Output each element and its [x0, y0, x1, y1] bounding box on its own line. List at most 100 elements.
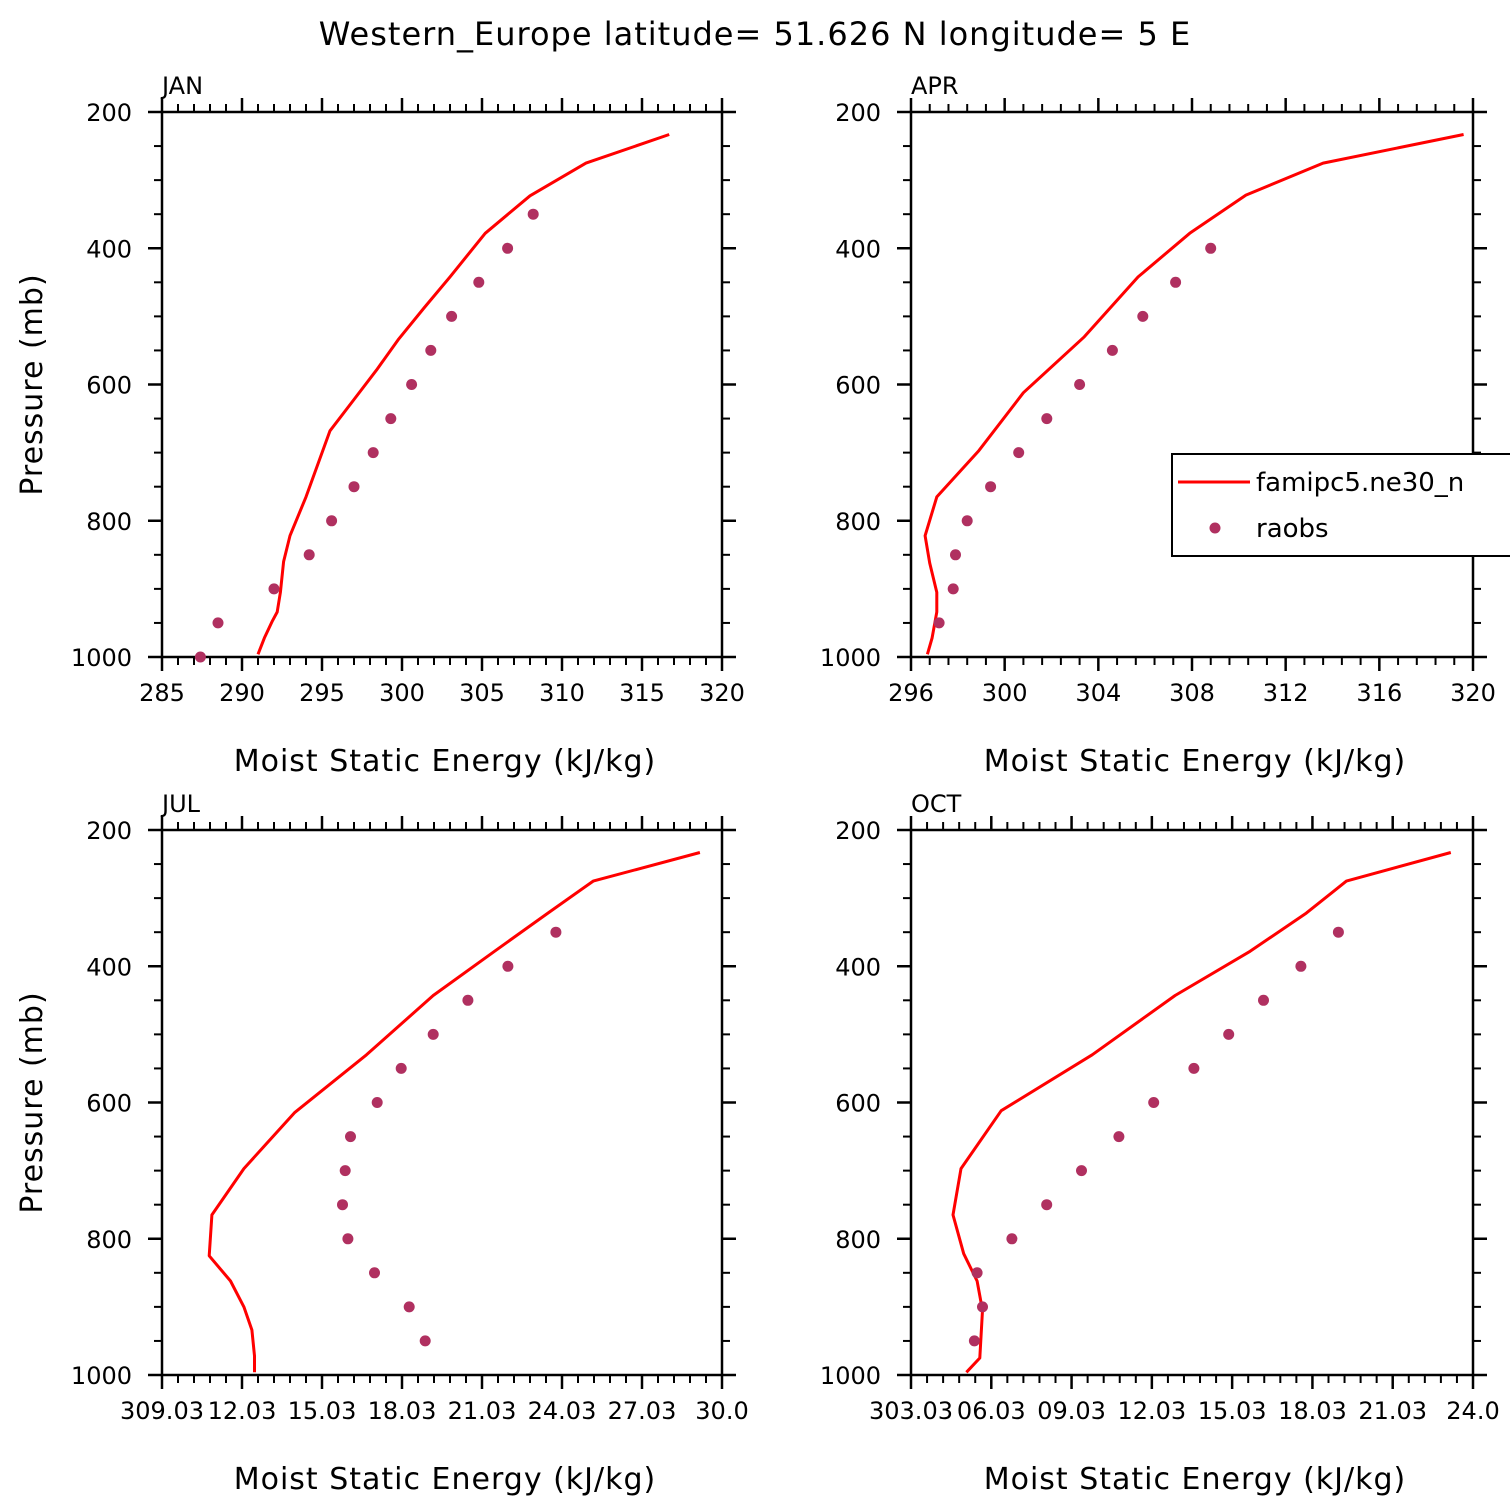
obs-point [268, 583, 280, 595]
x-tick-label: 305 [459, 679, 505, 707]
obs-point [419, 1335, 431, 1347]
obs-point [1223, 1028, 1235, 1040]
x-tick-label: 15.03 [1198, 1397, 1267, 1425]
y-tick-label: 800 [835, 1226, 881, 1254]
x-axis-title: Moist Static Energy (kJ/kg) [984, 1462, 1407, 1497]
x-tick-label: 312 [1263, 679, 1309, 707]
obs-point [1106, 344, 1118, 356]
y-tick-label: 200 [835, 817, 881, 845]
obs-point [1041, 1199, 1053, 1211]
x-tick-label: 285 [139, 679, 185, 707]
x-tick-label: 09.03 [1037, 1397, 1106, 1425]
obs-point [425, 344, 437, 356]
obs-point [1074, 379, 1086, 390]
series-line-model [923, 133, 1464, 655]
x-tick-label: 310 [539, 679, 585, 707]
legend-marker-swatch [1209, 522, 1221, 534]
y-tick-label: 600 [835, 372, 881, 400]
plot-frame [160, 110, 724, 659]
y-tick-label: 200 [86, 99, 132, 127]
legend-label-model: famipc5.ne30_n [1256, 468, 1464, 498]
obs-point [977, 1301, 988, 1313]
x-tick-label: 290 [219, 679, 265, 707]
x-tick-label: 12.03 [208, 1397, 277, 1425]
panel-label: JAN [160, 72, 203, 100]
obs-point [1041, 413, 1053, 425]
plot-frame [909, 828, 1475, 1377]
x-tick-label: 304 [1075, 679, 1121, 707]
obs-point [403, 1301, 415, 1313]
y-tick-label: 1000 [71, 1362, 132, 1390]
obs-point [1076, 1165, 1087, 1177]
x-tick-label: 21.03 [1358, 1397, 1427, 1425]
obs-point [473, 276, 485, 288]
x-tick-label: 320 [1450, 679, 1496, 707]
obs-point [550, 926, 562, 938]
legend-box [1171, 453, 1510, 557]
y-tick-label: 400 [835, 235, 881, 263]
panel-label: APR [911, 72, 959, 100]
x-tick-label: 18.03 [1278, 1397, 1347, 1425]
obs-point [303, 549, 315, 561]
obs-point [345, 1131, 356, 1143]
x-tick-label: 320 [699, 679, 745, 707]
obs-point [502, 242, 514, 254]
x-tick-label: 27.03 [608, 1397, 677, 1425]
obs-point [1137, 310, 1149, 322]
y-tick-label: 200 [835, 99, 881, 127]
obs-point [446, 310, 458, 322]
x-tick-label: 308 [1169, 679, 1215, 707]
panel-apr: APR 296 300 304 308 312 316 320 200 400 600 800 1000… [820, 72, 1496, 779]
x-axis-title: Moist Static Energy (kJ/kg) [234, 1462, 657, 1497]
legend-label-obs: raobs [1256, 514, 1329, 544]
obs-point [950, 549, 961, 561]
y-axis-title: Pressure (mb) [15, 273, 50, 495]
y-tick-label: 1000 [820, 1362, 881, 1390]
series-line-model [207, 851, 701, 1373]
x-tick-label: 303.03 [869, 1397, 953, 1425]
obs-point [1205, 242, 1217, 254]
x-tick-label: 24.0 [1446, 1397, 1499, 1425]
x-tick-label: 24.03 [528, 1397, 597, 1425]
obs-point [1332, 926, 1344, 938]
x-tick-label: 315 [619, 679, 665, 707]
y-tick-label: 600 [86, 1090, 132, 1118]
obs-point [427, 1028, 439, 1040]
obs-point [339, 1165, 351, 1177]
plot-frame [160, 828, 724, 1377]
obs-point [933, 617, 945, 629]
obs-point [985, 481, 997, 493]
x-tick-label: 300 [982, 679, 1028, 707]
figure-title: Western_Europe latitude= 51.626 N longit… [319, 15, 1191, 53]
panel-label: JUL [160, 790, 201, 818]
obs-point [1170, 276, 1182, 288]
obs-point [385, 413, 397, 425]
obs-point [1258, 994, 1269, 1006]
obs-point [342, 1233, 354, 1245]
obs-point [371, 1097, 383, 1108]
panels: JAN 285 290 295 300 305 310 315 320 200 400 600 800 1… [15, 72, 1500, 1497]
y-tick-label: 800 [835, 508, 881, 536]
obs-point [326, 515, 338, 527]
obs-point [1113, 1131, 1125, 1143]
y-tick-label: 400 [86, 235, 132, 263]
obs-point [367, 447, 379, 459]
x-tick-label: 12.03 [1117, 1397, 1186, 1425]
y-tick-label: 600 [835, 1090, 881, 1118]
obs-point [1148, 1097, 1160, 1108]
obs-point [527, 208, 539, 220]
x-tick-label: 309.03 [120, 1397, 204, 1425]
panel-jan: JAN 285 290 295 300 305 310 315 320 200 400 600 800 1… [15, 72, 745, 779]
obs-point [1295, 960, 1307, 972]
x-tick-label: 316 [1356, 679, 1402, 707]
x-tick-label: 21.03 [448, 1397, 517, 1425]
obs-point [337, 1199, 348, 1211]
series-line-model [256, 133, 670, 655]
obs-point [406, 379, 418, 390]
panel-jul: JUL 309.03 12.03 15.03 18.03 21.03 24.03 27.03 3… [15, 790, 749, 1497]
x-axis-title: Moist Static Energy (kJ/kg) [984, 744, 1407, 779]
obs-point [971, 1267, 983, 1279]
series-line-model [951, 851, 1452, 1374]
y-tick-label: 600 [86, 372, 132, 400]
